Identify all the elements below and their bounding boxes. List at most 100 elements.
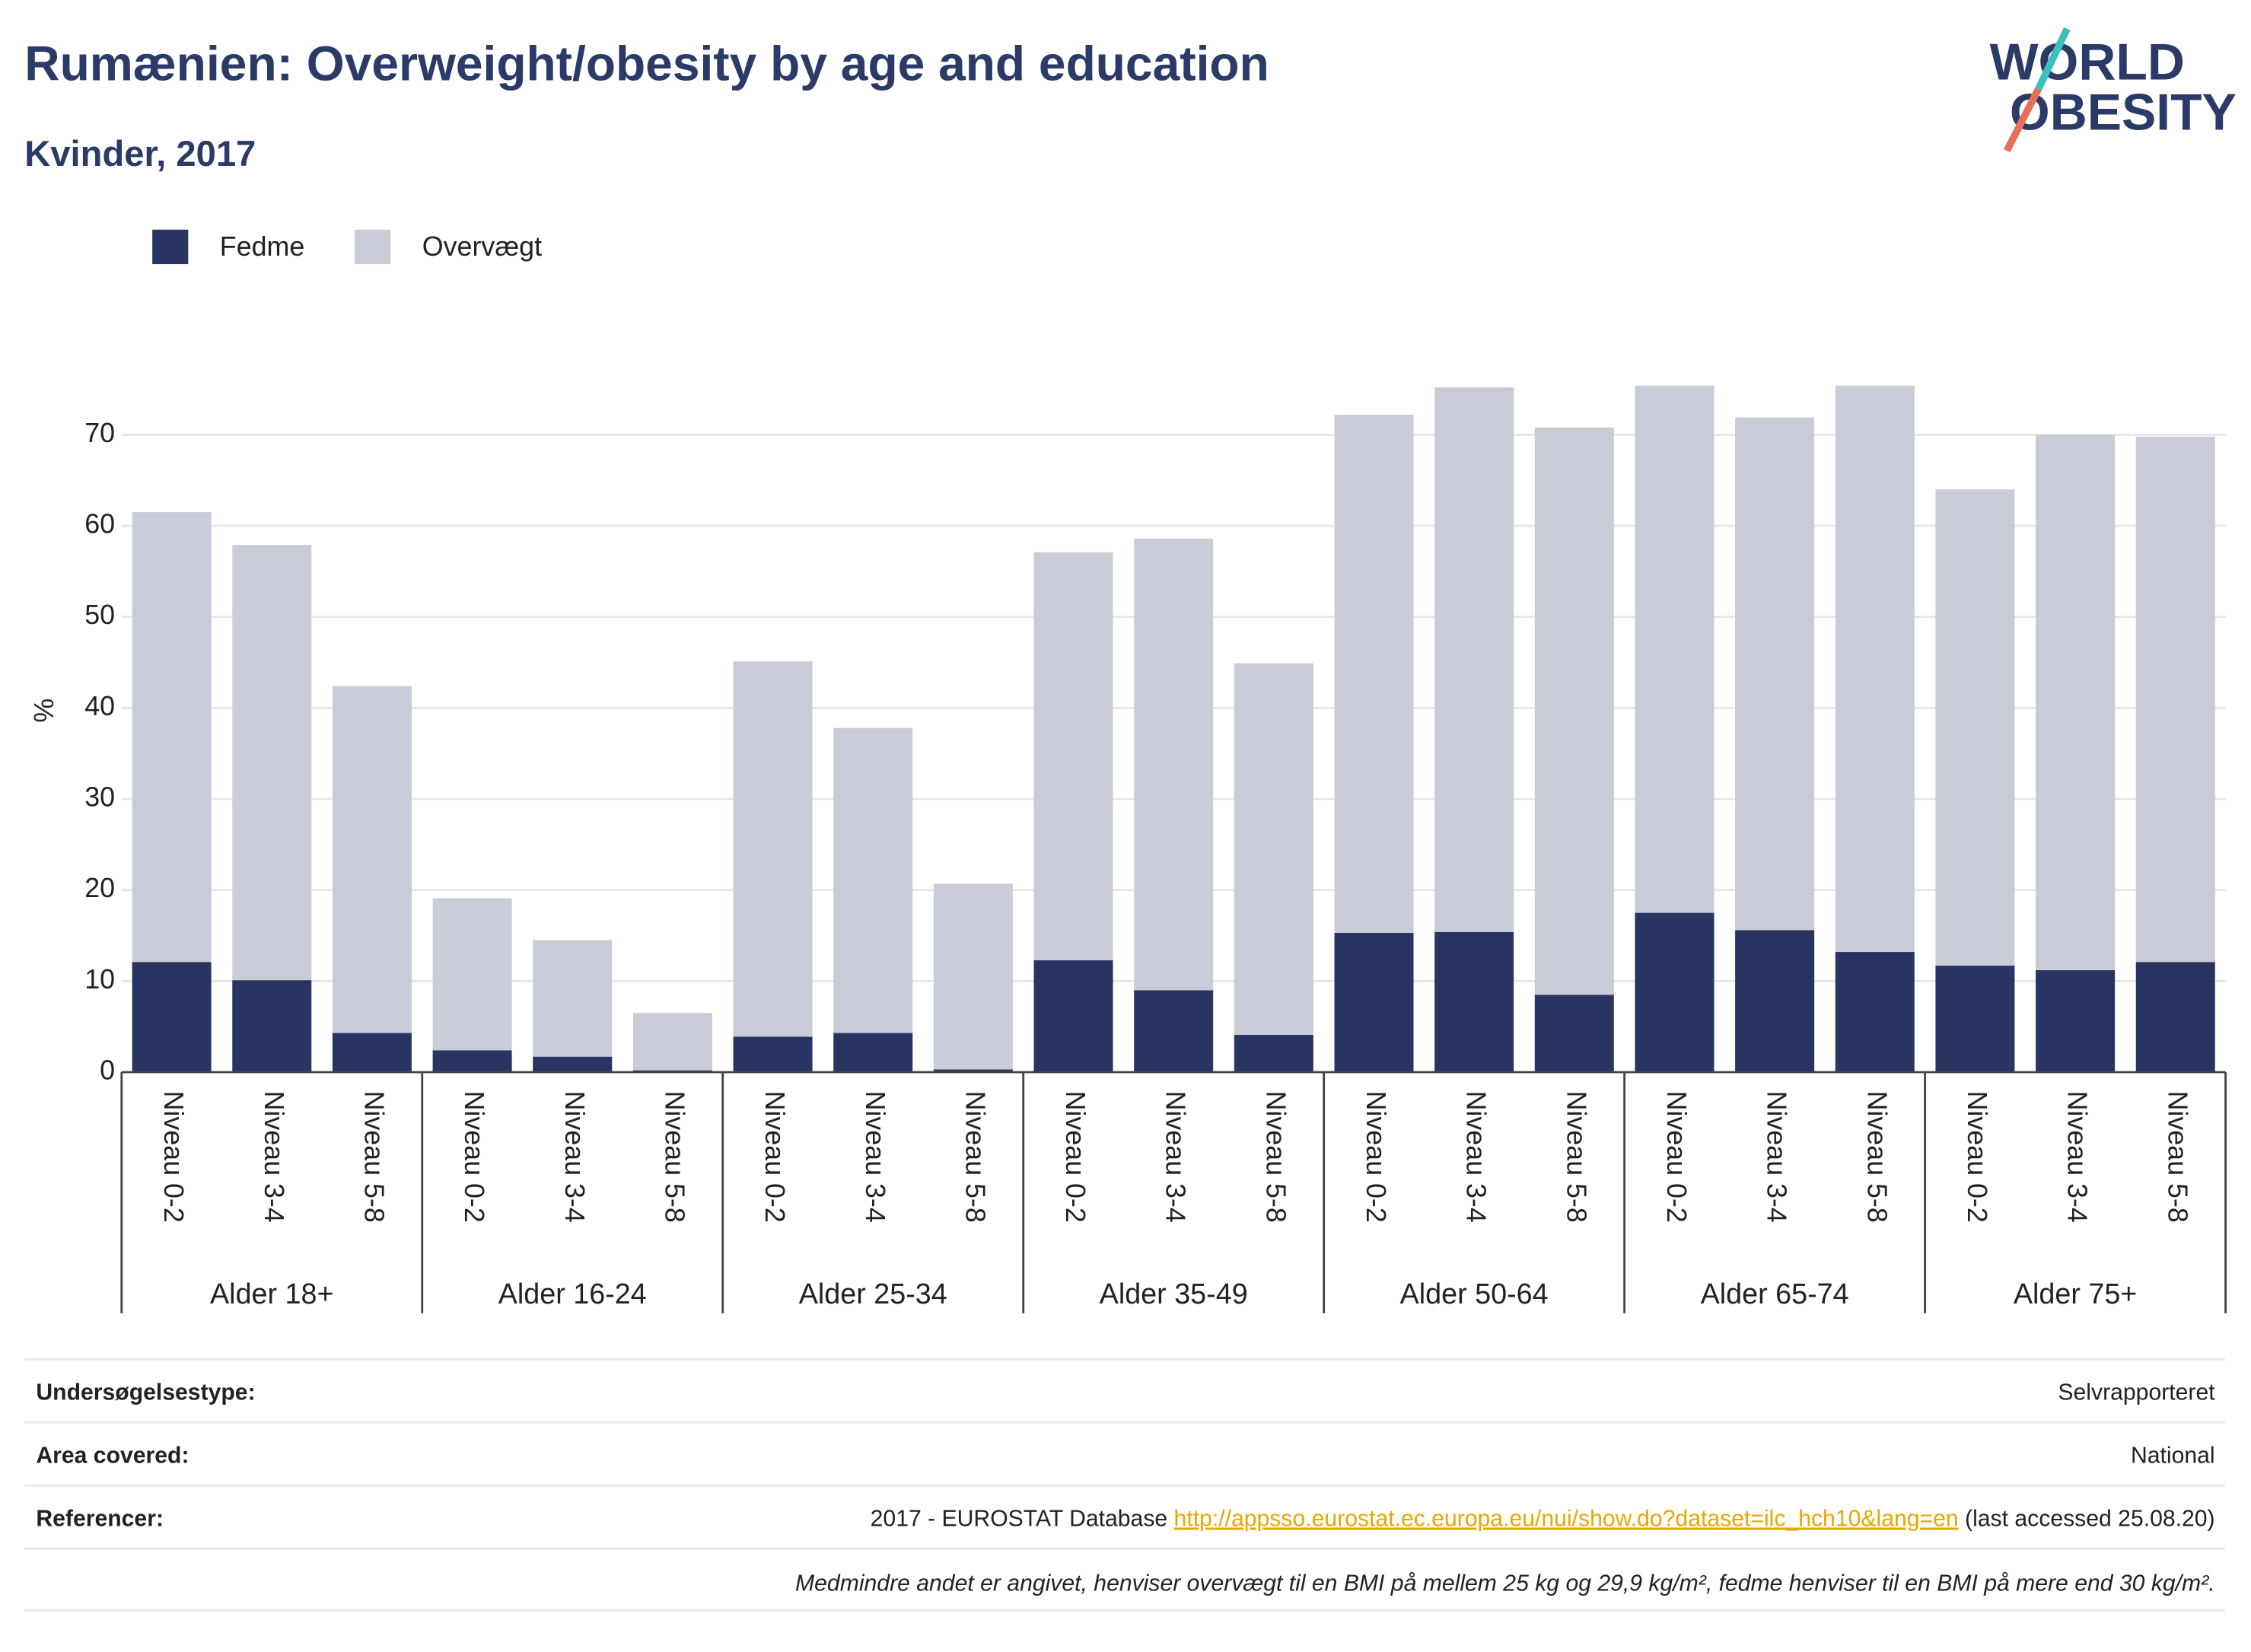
reference-text: 2017 - EUROSTAT Database bbox=[871, 1506, 1174, 1531]
bar-segment bbox=[1334, 415, 1414, 933]
footnote: Medmindre andet er angivet, henviser ove… bbox=[795, 1571, 2215, 1596]
bar-segment bbox=[232, 545, 312, 981]
bar-segment bbox=[1134, 538, 1214, 991]
x-tick-label: Niveau 0-2 bbox=[1060, 1091, 1090, 1223]
x-tick-label: Niveau 3-4 bbox=[2062, 1091, 2093, 1223]
bar-segment bbox=[1735, 417, 1815, 931]
logo: WORLD OBESITY bbox=[1989, 27, 2237, 153]
group-label: Alder 50-64 bbox=[1400, 1278, 1549, 1310]
group-label: Alder 35-49 bbox=[1100, 1278, 1248, 1310]
logo-text: WORLD bbox=[1989, 34, 2184, 91]
y-tick-label: 70 bbox=[84, 418, 115, 448]
legend-swatch bbox=[355, 229, 391, 265]
bar-segment bbox=[1334, 932, 1414, 1072]
y-tick-label: 20 bbox=[84, 873, 115, 903]
info-label: Referencer: bbox=[36, 1506, 164, 1531]
bar-segment bbox=[2036, 434, 2116, 970]
bar-segment bbox=[1635, 385, 1715, 913]
bar-segment bbox=[1234, 1034, 1313, 1072]
reference-suffix: (last accessed 25.08.20) bbox=[1959, 1506, 2215, 1531]
logo-slash bbox=[2035, 27, 2071, 91]
bar-segment bbox=[332, 686, 412, 1033]
x-tick-label: Niveau 5-8 bbox=[960, 1091, 990, 1223]
bar-segment bbox=[533, 940, 613, 1057]
x-tick-label: Niveau 0-2 bbox=[1661, 1091, 1692, 1223]
chart-title: Rumænien: Overweight/obesity by age and … bbox=[24, 37, 1269, 91]
x-tick-label: Niveau 3-4 bbox=[1762, 1091, 1792, 1223]
bar-segment bbox=[1033, 552, 1113, 960]
x-tick-label: Niveau 3-4 bbox=[860, 1091, 890, 1223]
bar-segment bbox=[2135, 436, 2215, 963]
bar-segment bbox=[232, 980, 312, 1072]
group-label: Alder 65-74 bbox=[1701, 1278, 1849, 1310]
x-tick-label: Niveau 5-8 bbox=[1861, 1091, 1892, 1223]
info-value: Selvrapporteret bbox=[2058, 1380, 2215, 1405]
x-tick-label: Niveau 0-2 bbox=[459, 1091, 489, 1223]
bar-segment bbox=[1434, 387, 1514, 932]
bar-segment bbox=[1033, 960, 1113, 1072]
bar-segment bbox=[632, 1013, 712, 1071]
bar-segment bbox=[2036, 969, 2116, 1072]
bar-segment bbox=[1534, 995, 1614, 1072]
x-tick-label: Niveau 3-4 bbox=[559, 1091, 590, 1223]
y-tick-label: 10 bbox=[84, 964, 115, 995]
reference-link[interactable]: http://appsso.eurostat.ec.europa.eu/nui/… bbox=[1174, 1506, 1959, 1531]
x-tick-label: Niveau 0-2 bbox=[759, 1091, 790, 1223]
bar-segment bbox=[1134, 990, 1214, 1072]
y-tick-label: 40 bbox=[84, 691, 115, 721]
bar-segment bbox=[1935, 489, 2015, 966]
bar-segment bbox=[432, 1050, 512, 1072]
y-tick-label: 60 bbox=[84, 509, 115, 540]
x-tick-label: Niveau 0-2 bbox=[1361, 1091, 1391, 1223]
x-tick-label: Niveau 5-8 bbox=[1561, 1091, 1591, 1223]
bar-segment bbox=[1434, 931, 1514, 1072]
bar-segment bbox=[733, 661, 813, 1037]
bar-segment bbox=[2135, 962, 2215, 1072]
bar-segment bbox=[1534, 427, 1614, 995]
bar-segment bbox=[933, 883, 1013, 1070]
bar-segment bbox=[1635, 912, 1715, 1072]
bar-segment bbox=[432, 898, 512, 1051]
bar-segment bbox=[833, 1033, 913, 1072]
x-tick-label: Niveau 5-8 bbox=[2162, 1091, 2192, 1223]
bar-segment bbox=[1735, 930, 1815, 1072]
bar-segment bbox=[132, 512, 212, 963]
x-tick-label: Niveau 5-8 bbox=[1260, 1091, 1291, 1223]
group-label: Alder 25-34 bbox=[799, 1278, 947, 1310]
bar-segment bbox=[1835, 385, 1915, 953]
legend-label: Fedme bbox=[220, 231, 305, 262]
bar-segment bbox=[1935, 965, 2015, 1072]
info-value: National bbox=[2131, 1443, 2215, 1468]
legend-label: Overvægt bbox=[422, 231, 542, 262]
logo-text: OBESITY bbox=[2010, 84, 2237, 142]
x-tick-label: Niveau 5-8 bbox=[659, 1091, 689, 1223]
group-label: Alder 75+ bbox=[2014, 1278, 2138, 1310]
bar-segment bbox=[733, 1036, 813, 1072]
info-label: Undersøgelsestype: bbox=[36, 1380, 255, 1405]
bar-segment bbox=[1234, 663, 1313, 1035]
x-tick-label: Niveau 0-2 bbox=[1962, 1091, 1992, 1223]
bar-segment bbox=[1835, 952, 1915, 1072]
x-tick-label: Niveau 0-2 bbox=[158, 1091, 189, 1223]
bar-segment bbox=[833, 727, 913, 1033]
x-tick-label: Niveau 5-8 bbox=[358, 1091, 389, 1223]
y-tick-label: 0 bbox=[100, 1055, 115, 1085]
logo-slash bbox=[2003, 87, 2042, 153]
bar-segment bbox=[933, 1069, 1013, 1072]
group-label: Alder 16-24 bbox=[498, 1278, 647, 1310]
bar-segment bbox=[332, 1033, 412, 1072]
x-tick-label: Niveau 3-4 bbox=[259, 1091, 289, 1223]
y-axis-label: % bbox=[29, 699, 59, 723]
info-value: 2017 - EUROSTAT Database http://appsso.e… bbox=[871, 1506, 2215, 1531]
x-tick-label: Niveau 3-4 bbox=[1161, 1091, 1191, 1223]
info-label: Area covered: bbox=[36, 1443, 189, 1468]
chart-subtitle: Kvinder, 2017 bbox=[24, 133, 256, 173]
bar-segment bbox=[132, 962, 212, 1072]
y-tick-label: 50 bbox=[84, 600, 115, 630]
bar-segment bbox=[533, 1056, 613, 1072]
x-tick-label: Niveau 3-4 bbox=[1461, 1091, 1492, 1223]
group-label: Alder 18+ bbox=[210, 1278, 334, 1310]
legend-swatch bbox=[152, 229, 189, 265]
